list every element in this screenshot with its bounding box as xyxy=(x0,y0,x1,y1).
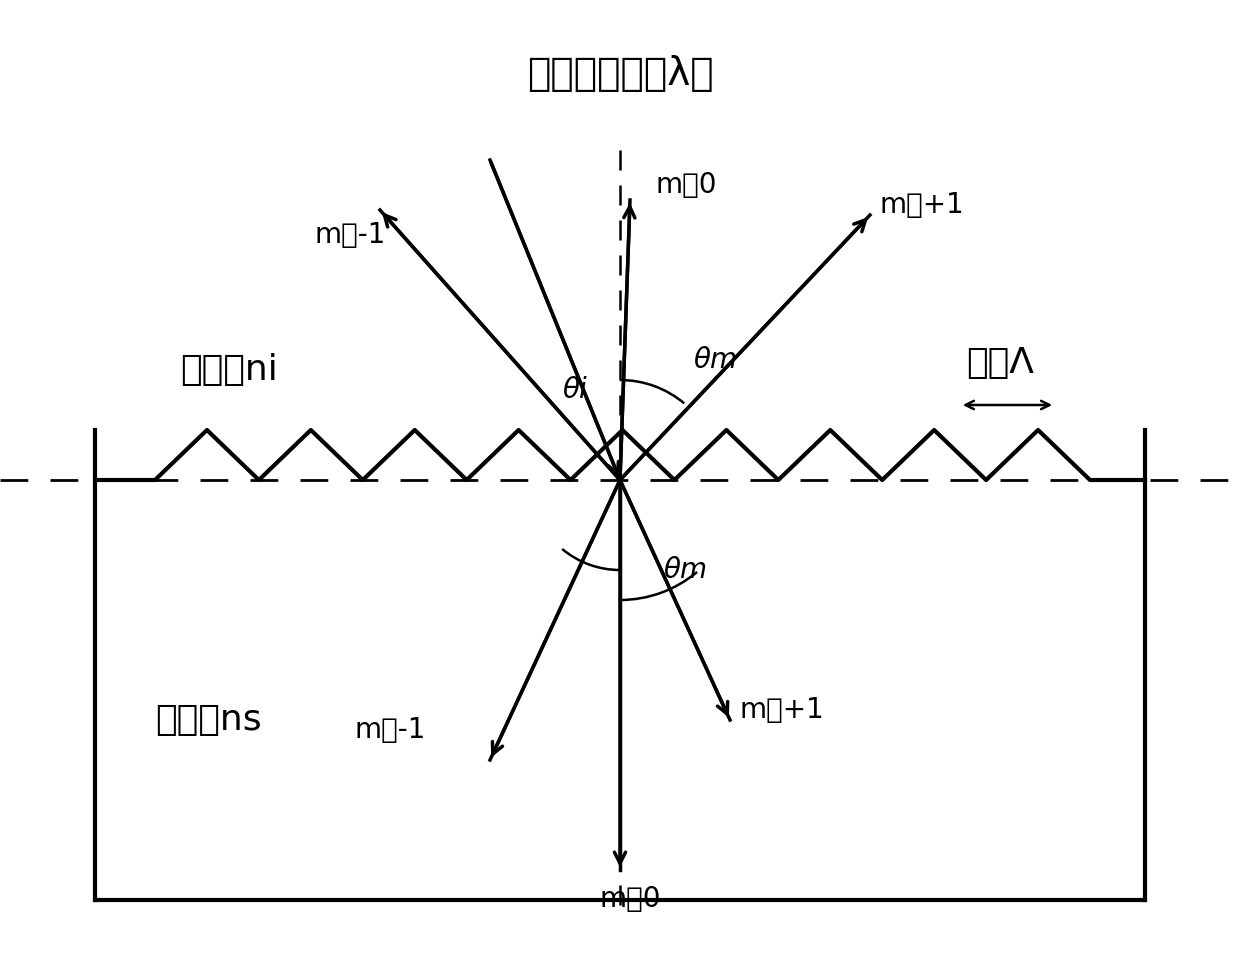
Text: θi: θi xyxy=(563,376,588,404)
Text: 折射率ni: 折射率ni xyxy=(180,353,278,387)
Text: m＝0: m＝0 xyxy=(599,885,661,913)
Text: 入射光（波长λ）: 入射光（波长λ） xyxy=(527,55,713,93)
Text: θm: θm xyxy=(663,556,707,584)
Text: 周期Λ: 周期Λ xyxy=(966,346,1034,380)
Text: m＝0: m＝0 xyxy=(655,171,717,199)
Text: m＝-1: m＝-1 xyxy=(314,221,386,249)
Text: 折射率ns: 折射率ns xyxy=(155,703,262,737)
Text: m＝+1: m＝+1 xyxy=(880,191,965,219)
Text: m＝-1: m＝-1 xyxy=(355,716,425,744)
Text: m＝+1: m＝+1 xyxy=(740,696,825,724)
Text: θm: θm xyxy=(693,346,737,374)
